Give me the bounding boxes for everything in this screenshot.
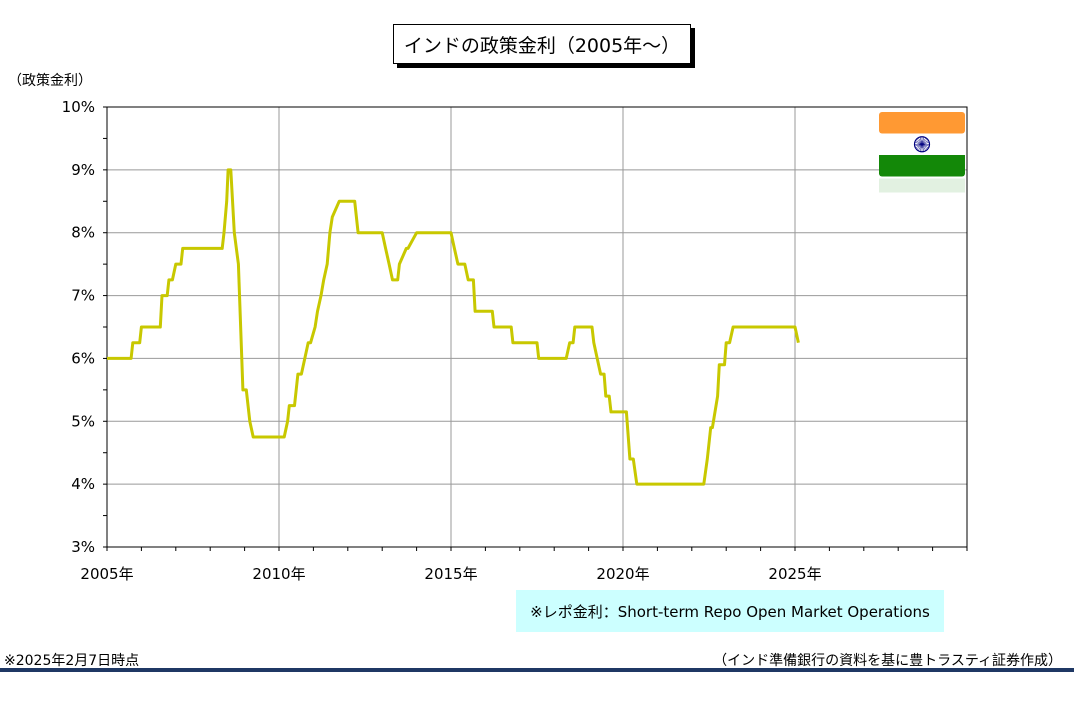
x-tick-label: 2020年 (596, 565, 649, 583)
y-tick-label: 9% (71, 161, 95, 179)
chart-title: インドの政策金利（2005年～） (393, 24, 691, 64)
x-tick-label: 2015年 (424, 565, 477, 583)
y-tick-label: 6% (71, 349, 95, 367)
x-tick-label: 2025年 (768, 565, 821, 583)
y-tick-label: 7% (71, 287, 95, 305)
y-tick-label: 10% (62, 98, 95, 116)
bottom-divider (0, 668, 1074, 672)
y-tick-label: 4% (71, 475, 95, 493)
x-tick-label: 2010年 (252, 565, 305, 583)
source-credit: （インド準備銀行の資料を基に豊トラスティ証券作成） (713, 653, 1062, 669)
y-tick-label: 5% (71, 412, 95, 430)
plot-area-frame (106, 106, 968, 548)
repo-rate-note: ※レポ金利：Short-term Repo Open Market Operat… (516, 590, 944, 632)
y-tick-label: 8% (71, 224, 95, 242)
as-of-date: ※2025年2月7日時点 (4, 653, 140, 669)
y-tick-label: 3% (71, 538, 95, 556)
y-axis-label: （政策金利） (8, 73, 92, 89)
india-flag-icon (879, 112, 965, 193)
policy-rate-line (107, 168, 800, 486)
x-tick-label: 2005年 (80, 565, 133, 583)
